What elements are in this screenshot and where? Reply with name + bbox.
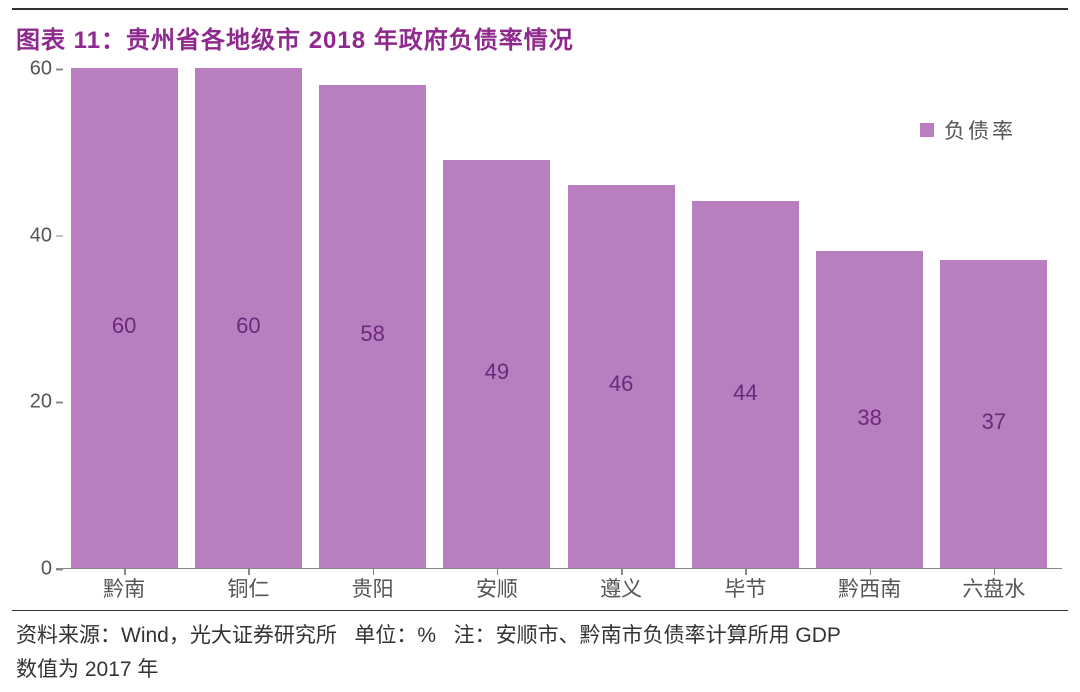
title-row: 图表 11：贵州省各地级市 2018 年政府负债率情况 (12, 8, 1068, 61)
bar-slot: 49 (435, 69, 559, 568)
x-axis-label: 毕节 (683, 573, 807, 603)
chart-title: 图表 11：贵州省各地级市 2018 年政府负债率情况 (16, 20, 1068, 55)
x-axis-label: 铜仁 (186, 573, 310, 603)
chart-area: 0 20 40 60 60 60 58 49 46 44 38 37 黔南铜仁贵阳安顺遵义毕节黔西南… (12, 61, 1068, 606)
bar: 60 (195, 68, 302, 568)
footer-line2: 数值为 2017 年 (16, 658, 158, 681)
legend-label: 负债率 (944, 115, 1016, 145)
bar: 49 (443, 160, 550, 568)
legend-swatch (920, 123, 934, 137)
x-axis-label: 黔南 (62, 573, 186, 603)
bar-value-label: 49 (485, 359, 509, 385)
bar-slot: 60 (62, 69, 186, 568)
bar-value-label: 38 (857, 404, 881, 430)
unit-prefix: 单位： (354, 624, 417, 647)
y-tick-label: 20 (12, 391, 52, 414)
bar: 37 (940, 260, 1047, 568)
bar-slot: 58 (311, 69, 435, 568)
bar-value-label: 60 (112, 313, 136, 339)
legend: 负债率 (920, 115, 1016, 145)
chart-container: 图表 11：贵州省各地级市 2018 年政府负债率情况 0204060 6060… (0, 0, 1080, 692)
bar-slot: 44 (683, 69, 807, 568)
note-prefix: 注： (454, 624, 496, 647)
bar: 46 (568, 185, 675, 568)
x-axis-label: 黔西南 (808, 573, 932, 603)
x-axis-label: 贵阳 (311, 573, 435, 603)
bar-slot: 60 (186, 69, 310, 568)
bar: 38 (816, 251, 923, 568)
note-text: 安顺市、黔南市负债率计算所用 GDP (496, 624, 841, 647)
bar-slot: 38 (808, 69, 932, 568)
y-tick-label: 60 (12, 58, 52, 81)
footer-source: 资料来源：Wind，光大证券研究所 单位：% 注：安顺市、黔南市负债率计算所用 … (12, 610, 1068, 686)
x-axis-labels: 黔南铜仁贵阳安顺遵义毕节黔西南六盘水 (56, 573, 1062, 603)
bars-group: 60 60 58 49 46 44 38 37 (56, 69, 1062, 568)
bar-value-label: 58 (360, 321, 384, 347)
x-axis-label: 六盘水 (932, 573, 1056, 603)
y-tick-label: 40 (12, 224, 52, 247)
x-axis-label: 遵义 (559, 573, 683, 603)
y-tick-label: 0 (12, 558, 52, 581)
source-prefix: 资料来源： (16, 624, 121, 647)
bar: 60 (71, 68, 178, 568)
bar-value-label: 46 (609, 371, 633, 397)
plot-area: 60 60 58 49 46 44 38 37 (56, 69, 1062, 569)
bar-slot: 46 (559, 69, 683, 568)
bar: 44 (692, 201, 799, 568)
unit-text: % (417, 624, 436, 647)
bar: 58 (319, 85, 426, 568)
bar-value-label: 37 (982, 409, 1006, 435)
source-text: Wind，光大证券研究所 (121, 624, 337, 647)
bar-value-label: 44 (733, 379, 757, 405)
x-axis-label: 安顺 (435, 573, 559, 603)
bar-value-label: 60 (236, 313, 260, 339)
